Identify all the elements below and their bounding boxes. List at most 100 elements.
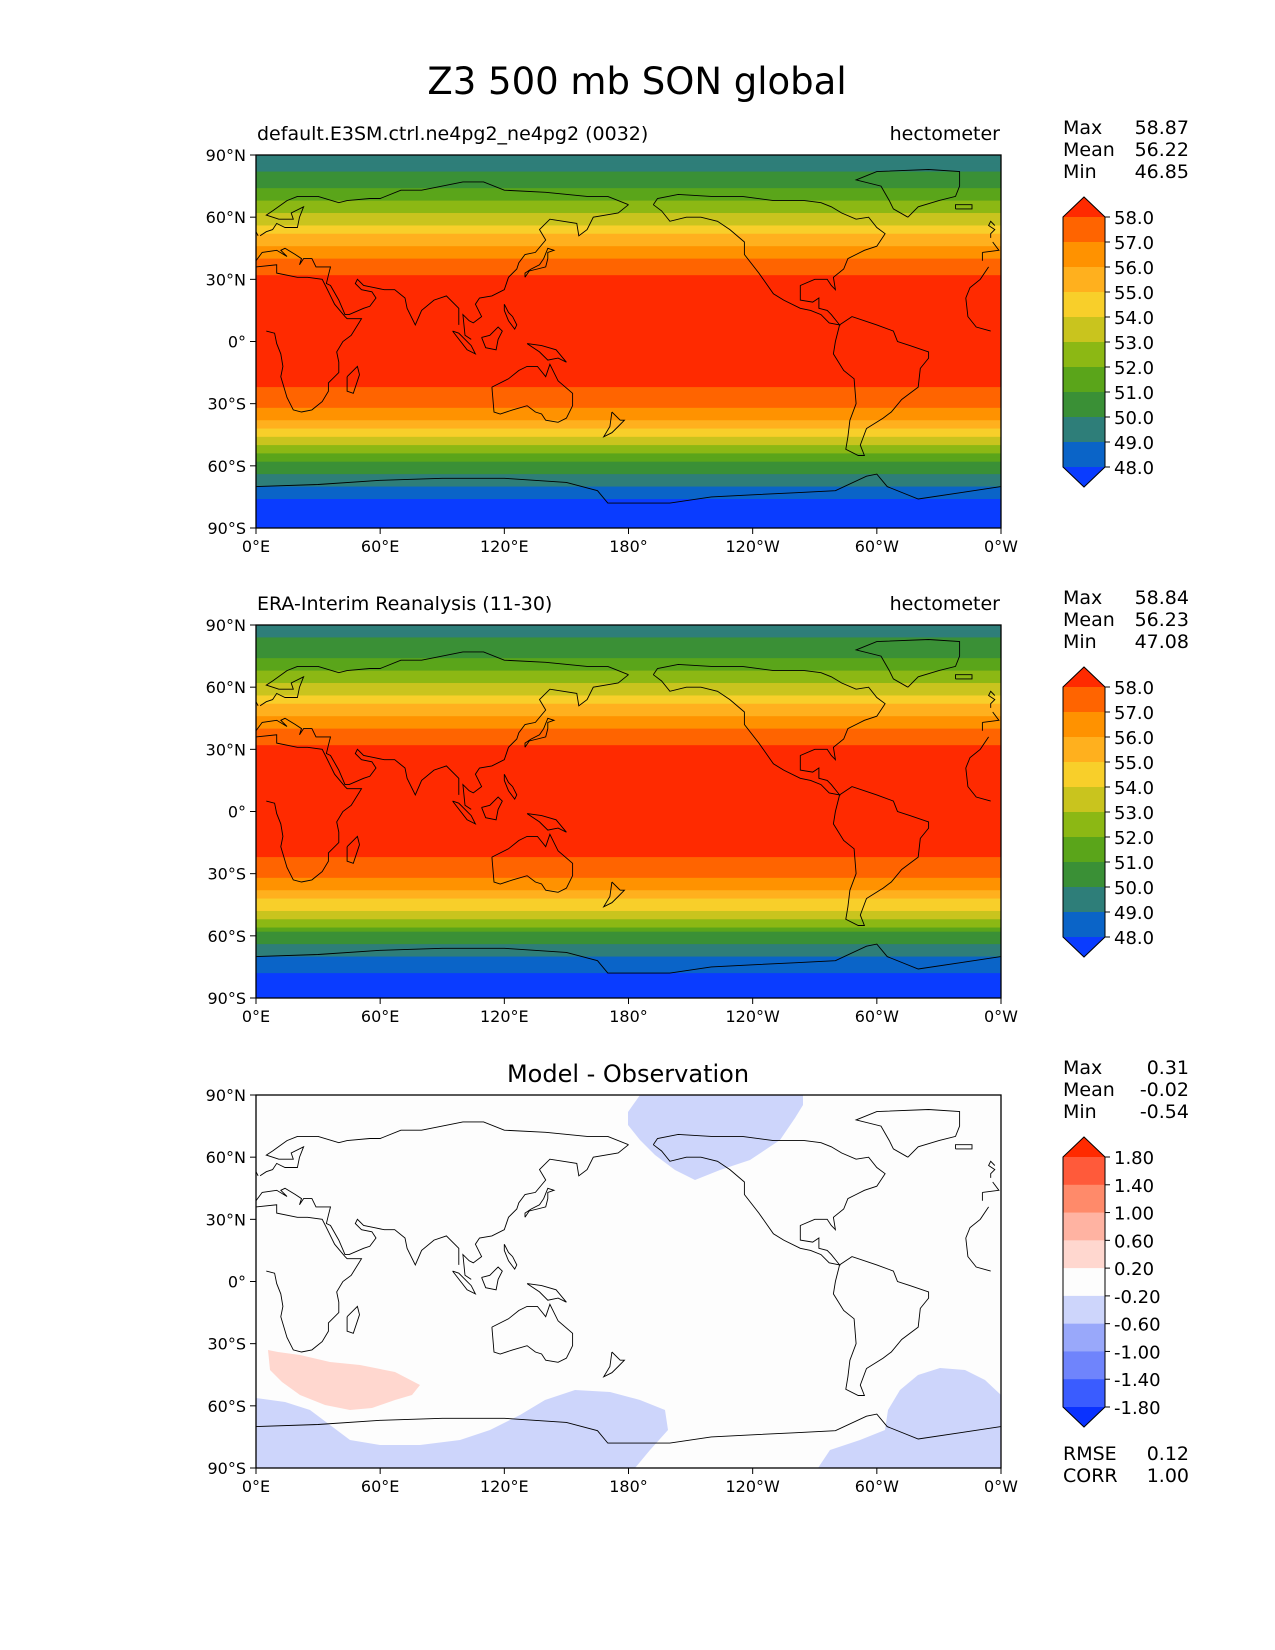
colorbar-extend-min: [1063, 1407, 1105, 1427]
coastline-antarctica: [256, 473, 1001, 504]
y-tick-label: 0°: [228, 333, 246, 352]
y-tick-label: 30°S: [207, 1335, 246, 1354]
stat-label-max: Max: [1063, 587, 1102, 609]
contour-band: [256, 728, 1001, 734]
contour-band: [256, 919, 1001, 924]
panel-difference: Model - Observation 0°E 60°E 120°E 180° 120°…: [206, 1057, 1189, 1496]
panel-reference-colorbar: 58.0 57.0 56.0 55.0 54.0 53.0 52.0 51.0 50.0 49.0…: [1062, 666, 1154, 958]
contour-band: [256, 666, 1001, 672]
stat-value-rmse: 0.12: [1147, 1443, 1189, 1465]
colorbar-tick-label: 1.40: [1114, 1176, 1154, 1197]
colorbar-tick-label: 1.00: [1114, 1204, 1154, 1225]
coastline-borneo: [481, 1266, 503, 1291]
contour-band: [256, 403, 1001, 409]
x-tick-label: 0°W: [984, 1477, 1018, 1496]
panel-reference-coastlines: [256, 639, 1001, 974]
x-tick-label: 120°W: [725, 1477, 780, 1496]
coastline-asia-south: [256, 1187, 983, 1266]
colorbar-segment: [1063, 242, 1105, 268]
panel-reference: ERA-Interim Reanalysis (11-30) hectomete…: [206, 587, 1189, 1026]
contour-band: [256, 828, 1001, 833]
stat-value-mean: 56.22: [1135, 139, 1189, 161]
coastline-japan: [524, 717, 556, 748]
contour-band: [256, 171, 1001, 177]
coastline-japan: [524, 1187, 556, 1218]
contour-band: [256, 736, 1001, 742]
contour-band: [256, 221, 1001, 227]
contour-band: [256, 873, 1001, 879]
x-tick-label: 180°: [609, 1007, 648, 1026]
contour-band: [256, 246, 1001, 251]
colorbar-tick-label: -1.40: [1114, 1370, 1161, 1391]
contour-band: [256, 670, 1001, 676]
contour-band: [256, 699, 1001, 705]
colorbar-tick-label: 50.0: [1114, 408, 1154, 429]
contour-band: [256, 794, 1001, 800]
contour-band: [256, 782, 1001, 788]
contour-band: [256, 486, 1001, 492]
contour-band: [256, 923, 1001, 929]
contour-band: [256, 956, 1001, 962]
coastline-north-america: [652, 663, 886, 796]
coastline-asia-south: [256, 717, 983, 796]
stat-label-rmse: RMSE: [1063, 1443, 1117, 1465]
contour-band: [256, 881, 1001, 887]
contour-band: [256, 749, 1001, 755]
colorbar-segment: [1063, 1379, 1105, 1408]
contour-band: [256, 266, 1001, 272]
contour-band: [256, 703, 1001, 709]
panel-test-colorbar: 58.0 57.0 56.0 55.0 54.0 53.0 52.0 51.0 50.0 49.0…: [1062, 196, 1154, 488]
colorbar-segment: [1063, 392, 1105, 418]
y-tick-label: 60°S: [207, 1397, 246, 1416]
contour-band: [256, 989, 1001, 995]
colorbar-tick-label: -0.20: [1114, 1287, 1161, 1308]
contour-band: [256, 208, 1001, 214]
coastline-eurasia-north: [259, 181, 1000, 253]
contour-band: [256, 275, 1001, 280]
contour-band: [256, 977, 1001, 983]
contour-band: [256, 308, 1001, 314]
contour-band: [256, 948, 1001, 954]
contour-band: [256, 283, 1001, 289]
contour-band: [256, 237, 1001, 243]
contour-band: [256, 217, 1001, 222]
contour-band: [256, 774, 1001, 779]
contour-band: [256, 262, 1001, 268]
contour-band: [256, 848, 1001, 854]
contour-band: [256, 374, 1001, 380]
colorbar-extend-max: [1063, 1137, 1105, 1157]
x-tick-label: 120°W: [725, 1007, 780, 1026]
contour-band: [256, 159, 1001, 164]
x-tick-label: 0°W: [984, 537, 1018, 556]
contour-band: [256, 490, 1001, 496]
coastline-new-zealand: [602, 881, 626, 908]
x-tick-label: 60°E: [361, 1477, 399, 1496]
stat-value-min: 47.08: [1135, 631, 1189, 653]
contour-band: [256, 345, 1001, 351]
x-tick-label: 120°W: [725, 537, 780, 556]
contour-band: [256, 511, 1001, 517]
colorbar-segment: [1063, 912, 1105, 938]
coastline-new-zealand: [602, 411, 626, 438]
y-tick-label: 90°S: [207, 989, 246, 1008]
contour-band: [256, 915, 1001, 920]
contour-band: [256, 633, 1001, 639]
panel-test-contour-field: [256, 155, 1001, 528]
x-tick-label: 60°W: [855, 1007, 899, 1026]
contour-band: [256, 378, 1001, 384]
colorbar-tick-label: 50.0: [1114, 878, 1154, 899]
panel-reference-title: ERA-Interim Reanalysis (11-30): [257, 593, 552, 615]
colorbar-extend-max: [1063, 197, 1105, 217]
contour-band: [256, 188, 1001, 193]
contour-band: [256, 898, 1001, 904]
contour-band: [256, 167, 1001, 173]
stat-label-mean: Mean: [1063, 139, 1115, 161]
colorbar-extend-min: [1063, 937, 1105, 957]
panel-difference-title: Model - Observation: [507, 1060, 749, 1088]
colorbar-segment: [1063, 687, 1105, 713]
colorbar-segment: [1063, 267, 1105, 293]
contour-band: [256, 637, 1001, 643]
x-tick-label: 180°: [609, 537, 648, 556]
coastline-asia-south: [256, 247, 983, 326]
